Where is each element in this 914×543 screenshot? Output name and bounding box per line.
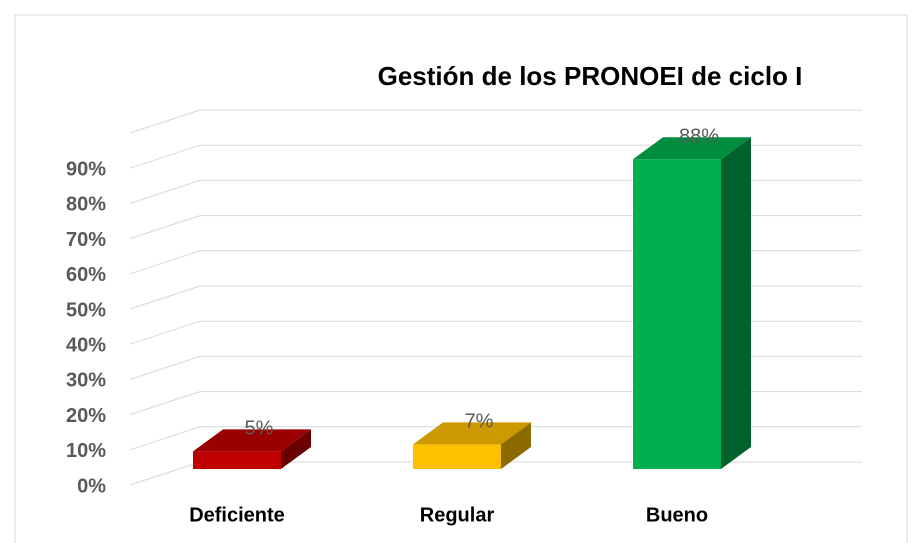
y-tick-label: 70% <box>66 229 106 251</box>
value-label: 88% <box>679 126 719 148</box>
y-tick-label: 30% <box>66 370 106 392</box>
bar-top <box>633 137 751 160</box>
y-tick-label: 90% <box>66 158 106 180</box>
bar-side <box>281 429 311 469</box>
y-tick-label: 40% <box>66 334 106 356</box>
y-tick-label: 80% <box>66 194 106 216</box>
y-tick-label: 0% <box>77 475 106 497</box>
y-tick-label: 50% <box>66 299 106 321</box>
bar-front <box>193 451 281 469</box>
value-label: 5% <box>245 418 274 440</box>
value-label: 7% <box>465 411 494 433</box>
bar-front <box>413 444 501 469</box>
bar-top <box>193 429 311 452</box>
bar-side <box>721 137 751 470</box>
y-tick-label: 60% <box>66 264 106 286</box>
chart-title: Gestión de los PRONOEI de ciclo I <box>378 61 803 91</box>
wall-frame <box>129 109 862 134</box>
bar-side <box>501 422 531 469</box>
bar-top <box>413 422 531 445</box>
x-tick-label: Deficiente <box>189 504 285 526</box>
bar-front <box>633 159 721 470</box>
y-tick-label: 10% <box>66 440 106 462</box>
x-tick-label: Bueno <box>646 504 708 526</box>
x-tick-label: Regular <box>420 504 495 526</box>
grid-line <box>129 144 862 169</box>
y-tick-label: 20% <box>66 405 106 427</box>
